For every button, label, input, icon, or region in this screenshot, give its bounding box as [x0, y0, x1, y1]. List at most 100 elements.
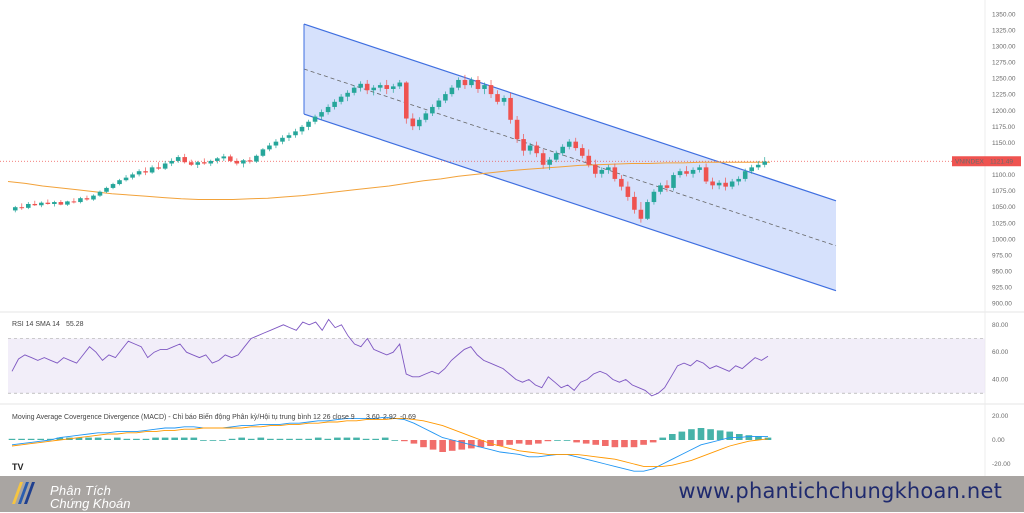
macd-histogram-bar — [745, 435, 753, 440]
price-tick-label: 925.00 — [992, 285, 1012, 292]
candle-body — [247, 160, 253, 162]
candle-body — [560, 146, 565, 154]
candle-body — [267, 145, 272, 150]
candle-body — [540, 153, 546, 165]
macd-histogram-bar — [381, 437, 389, 440]
candle-body — [449, 87, 455, 95]
price-tick-label: 1225.00 — [992, 92, 1016, 99]
macd-histogram-bar — [535, 440, 542, 444]
price-tick-label: 1000.00 — [992, 236, 1016, 243]
candle-body — [221, 156, 227, 159]
price-tick-label: 1325.00 — [992, 27, 1016, 34]
candle-body — [566, 141, 572, 147]
moving-average-line — [7, 161, 770, 200]
candle-body — [436, 100, 442, 107]
macd-title: Moving Average Covergence Divergence (MA… — [12, 412, 355, 421]
site-url[interactable]: www.phantichchungkhoan.net — [678, 479, 1002, 503]
candle-body — [273, 141, 279, 146]
macd-histogram-bar — [238, 437, 245, 440]
candle-body — [45, 202, 51, 204]
price-tick-label: 1175.00 — [992, 124, 1015, 131]
macd-histogram-bar — [94, 437, 102, 440]
macd-histogram-bar — [420, 440, 427, 448]
candle-body — [169, 160, 174, 164]
macd-histogram-bar — [477, 440, 485, 448]
candle-body — [651, 191, 657, 203]
macd-histogram-bar — [171, 437, 178, 440]
macd-histogram-bar — [200, 440, 207, 441]
candle-body — [338, 96, 344, 102]
candle-body — [97, 191, 103, 196]
candle-body — [664, 185, 670, 188]
price-tick-label: 1275.00 — [992, 60, 1016, 67]
macd-histogram-bar — [56, 437, 64, 440]
macd-histogram-bar — [468, 440, 475, 449]
macd-tick-label: 20.00 — [992, 413, 1009, 420]
candle-body — [390, 86, 396, 89]
rsi-pane[interactable]: RSI 14 SMA 14 55.28 — [8, 318, 985, 397]
symbol-label: VNINDEX — [955, 159, 985, 166]
price-tick-label: 1300.00 — [992, 44, 1016, 51]
candle-body — [762, 161, 768, 165]
price-pane[interactable] — [0, 0, 1024, 476]
macd-histogram-bar — [640, 440, 647, 445]
macd-histogram-bar — [267, 438, 274, 440]
site-logo[interactable]: Phân Tích Chứng Khoán — [8, 478, 148, 511]
macd-histogram-bar — [582, 440, 590, 444]
macd-histogram-bar — [353, 437, 360, 440]
macd-histogram-bar — [659, 437, 667, 440]
candle-body — [703, 167, 709, 182]
chart-canvas[interactable]: RSI 14 SMA 14 55.28 Moving Average Coverg… — [0, 0, 1024, 476]
candle-body — [710, 181, 715, 186]
price-tick-label: 950.00 — [992, 268, 1012, 275]
candle-body — [117, 180, 122, 185]
candle-body — [325, 106, 331, 113]
candle-body — [514, 119, 520, 140]
candle-body — [65, 201, 70, 205]
last-price-badge — [986, 156, 1021, 167]
candle-body — [625, 186, 631, 197]
candle-body — [573, 141, 579, 149]
macd-histogram-bar — [75, 437, 83, 440]
macd-histogram-bar — [209, 440, 217, 441]
candle-body — [404, 82, 409, 119]
macd-histogram-bar — [334, 437, 341, 440]
rsi-line — [11, 318, 769, 397]
macd-tick-label: 0.00 — [992, 437, 1005, 444]
logo-text-line2: Chứng Khoán — [50, 496, 131, 511]
signal-value: 2.92 — [383, 414, 397, 421]
price-tick-label: 1050.00 — [992, 204, 1016, 211]
candle-body — [371, 87, 376, 91]
candle-body — [123, 177, 129, 181]
candle-body — [260, 149, 266, 156]
candle-body — [417, 119, 422, 127]
macd-histogram-bar — [678, 431, 686, 440]
macd-histogram-bar — [544, 440, 552, 442]
candle-body — [658, 185, 663, 192]
candle-body — [456, 79, 461, 88]
candle-body — [488, 85, 494, 95]
macd-histogram-bar — [142, 438, 150, 440]
candle-body — [136, 171, 142, 175]
candle-body — [521, 139, 526, 151]
candle-body — [586, 155, 592, 165]
candle-body — [742, 171, 748, 179]
logo-text-line1: Phân Tích — [50, 483, 112, 498]
macd-value: 3.60 — [366, 414, 380, 421]
macd-histogram-bar — [257, 437, 265, 440]
macd-histogram-bar — [458, 440, 466, 450]
macd-histogram-bar — [649, 440, 657, 443]
macd-histogram-bar — [362, 438, 370, 440]
macd-pane[interactable]: Moving Average Covergence Divergence (MA… — [8, 412, 772, 472]
candle-body — [364, 83, 370, 91]
rsi-tick-label: 60.00 — [992, 349, 1009, 356]
footer-banner: Phân Tích Chứng Khoán www.phantichchungk… — [0, 476, 1024, 512]
candle-body — [606, 167, 611, 170]
price-tick-label: 1250.00 — [992, 76, 1016, 83]
price-tick-label: 1350.00 — [992, 11, 1016, 18]
macd-tick-label: -20.00 — [992, 461, 1011, 468]
candle-body — [684, 171, 689, 174]
candle-body — [188, 162, 194, 165]
macd-histogram-bar — [410, 440, 418, 444]
candle-body — [110, 184, 116, 188]
